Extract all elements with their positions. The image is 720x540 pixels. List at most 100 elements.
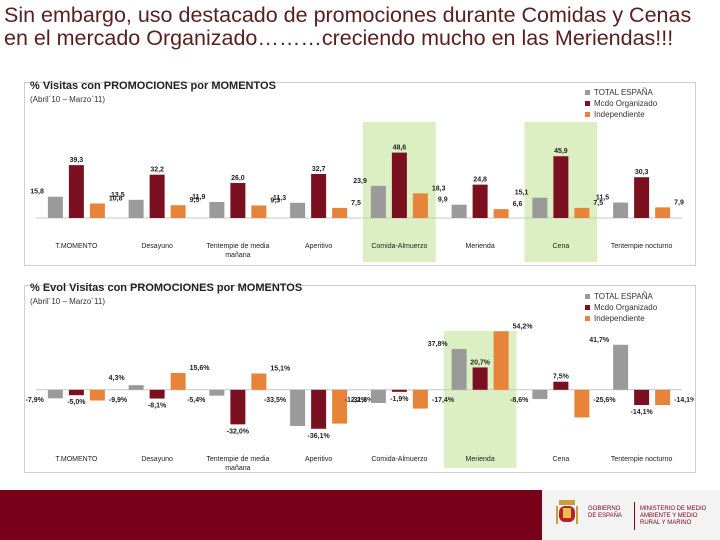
chart-1-legend: TOTAL ESPAÑA Mcdo Organizado Independien… [585, 87, 657, 120]
data-label: 13,5 [111, 192, 125, 199]
data-label: -8,6% [510, 397, 529, 404]
bar-total-españa-0 [47, 196, 63, 218]
bar-independiente-6 [574, 207, 590, 218]
bar-mcdo-organizado-5 [472, 367, 488, 390]
chart-2-title: % Evol Visitas con PROMOCIONES por MOMEN… [30, 282, 303, 294]
data-label: 48,6 [393, 145, 407, 152]
footer-ministry-text: MINISTERIO DE MEDIO AMBIENTE Y MEDIO RUR… [640, 506, 707, 526]
bar-mcdo-organizado-5 [472, 184, 488, 218]
legend-swatch-independiente [585, 316, 590, 321]
chart-1-svg: 15,8 39,3 10,8 T.MOMENTO 13,5 32,2 9,5 Desayuno… [30, 122, 684, 262]
data-label: 24,8 [473, 177, 487, 184]
bar-total-españa-4 [370, 389, 386, 403]
footer-bar: GOBIERNO DE ESPAÑA MINISTERIO DE MEDIO A… [0, 490, 720, 540]
legend-label-total: TOTAL ESPAÑA [594, 88, 653, 97]
data-label: -17,4% [432, 397, 455, 404]
chart-2-legend: TOTAL ESPAÑA Mcdo Organizado Independien… [585, 291, 657, 324]
chart-1: 15,8 39,3 10,8 T.MOMENTO 13,5 32,2 9,5 Desayuno… [24, 82, 694, 264]
legend-swatch-organizado [585, 101, 590, 106]
bar-mcdo-organizado-4 [391, 389, 407, 392]
bar-mcdo-organizado-1 [149, 389, 165, 399]
data-label: 20,7% [470, 359, 491, 366]
bar-independiente-4 [412, 193, 428, 218]
legend-swatch-independiente [585, 112, 590, 117]
bar-mcdo-organizado-7 [634, 389, 650, 406]
bar-independiente-7 [655, 207, 671, 218]
footer-left-band [8, 490, 538, 540]
category-label: Merienda [466, 456, 495, 463]
bar-independiente-5 [493, 209, 509, 218]
data-label: 15,1 [515, 190, 529, 197]
category-label: mañana [225, 252, 250, 259]
category-label: Comida-Almuerzo [371, 243, 427, 250]
category-label: Cena [553, 243, 570, 250]
category-label: T.MOMENTO [55, 243, 97, 250]
legend-label-organizado: Mcdo Organizado [594, 303, 658, 312]
data-label: 11,3 [273, 195, 286, 202]
bar-independiente-2 [251, 373, 267, 390]
data-label: -14,1% [674, 397, 694, 404]
category-label: Cena [553, 456, 570, 463]
category-label: Tentempie de media [206, 456, 269, 463]
chart-1-period: (Abril´10 – Marzo´11) [30, 95, 105, 104]
bar-total-españa-1 [128, 385, 144, 390]
data-label: -7,9% [26, 397, 45, 404]
bar-total-españa-0 [47, 389, 63, 399]
category-label: Tentempie nocturno [611, 243, 673, 250]
bar-mcdo-organizado-6 [553, 381, 569, 390]
data-label: 11,5 [596, 195, 609, 202]
data-label: 9,9 [438, 197, 448, 204]
data-label: 32,7 [312, 166, 326, 173]
data-label: 26,0 [231, 175, 245, 182]
data-label: 23,9 [353, 178, 367, 185]
bar-independiente-3 [332, 207, 348, 218]
category-label: mañana [225, 465, 250, 471]
bar-mcdo-organizado-1 [149, 174, 165, 218]
category-label: Comida-Almuerzo [371, 456, 427, 463]
data-label: 18,3 [432, 185, 446, 192]
data-label: -25,6% [593, 397, 616, 404]
bar-total-españa-5 [451, 204, 467, 218]
data-label: -14,1% [631, 409, 654, 416]
data-label: -32,0% [227, 428, 250, 435]
bar-total-españa-6 [532, 197, 548, 218]
data-label: 10,8 [109, 195, 123, 202]
data-label: 9,5 [190, 197, 200, 204]
legend-label-independiente: Independiente [594, 110, 645, 119]
data-label: 30,3 [635, 169, 649, 176]
data-label: -31,3% [351, 397, 374, 404]
bar-total-españa-3 [290, 389, 306, 426]
category-label: Aperitivo [305, 456, 332, 463]
data-label: -9,9% [109, 397, 128, 404]
chart-2-period: (Abril´10 – Marzo´11) [30, 297, 105, 306]
data-label: 7,5% [553, 374, 570, 381]
data-label: 37,8% [428, 341, 449, 348]
bar-independiente-7 [655, 389, 671, 406]
bar-independiente-6 [574, 389, 590, 418]
bar-mcdo-organizado-3 [311, 389, 327, 429]
footer-separator [634, 502, 635, 530]
bar-independiente-1 [170, 372, 186, 390]
category-label: Merienda [466, 243, 495, 250]
data-label: -12,2% [345, 397, 368, 404]
bar-total-españa-4 [370, 185, 386, 218]
data-label: 45,9 [554, 148, 568, 155]
bar-total-españa-7 [613, 344, 629, 390]
data-label: -36,1% [308, 433, 331, 440]
bar-independiente-0 [89, 389, 105, 401]
bar-total-españa-1 [128, 199, 144, 218]
data-label: 32,2 [150, 167, 164, 174]
bar-mcdo-organizado-6 [553, 156, 569, 218]
bar-mcdo-organizado-4 [391, 152, 407, 218]
bar-mcdo-organizado-2 [230, 183, 246, 218]
spain-coat-of-arms-icon [556, 500, 578, 524]
legend-label-organizado: Mcdo Organizado [594, 99, 658, 108]
bar-mcdo-organizado-2 [230, 389, 246, 425]
bar-total-españa-2 [209, 201, 225, 218]
footer-logo-area: GOBIERNO DE ESPAÑA MINISTERIO DE MEDIO A… [542, 490, 720, 540]
category-label: Tentempie de media [206, 243, 269, 250]
bar-total-españa-2 [209, 389, 225, 396]
legend-swatch-organizado [585, 305, 590, 310]
bar-total-españa-6 [532, 389, 548, 400]
legend-label-independiente: Independiente [594, 314, 645, 323]
